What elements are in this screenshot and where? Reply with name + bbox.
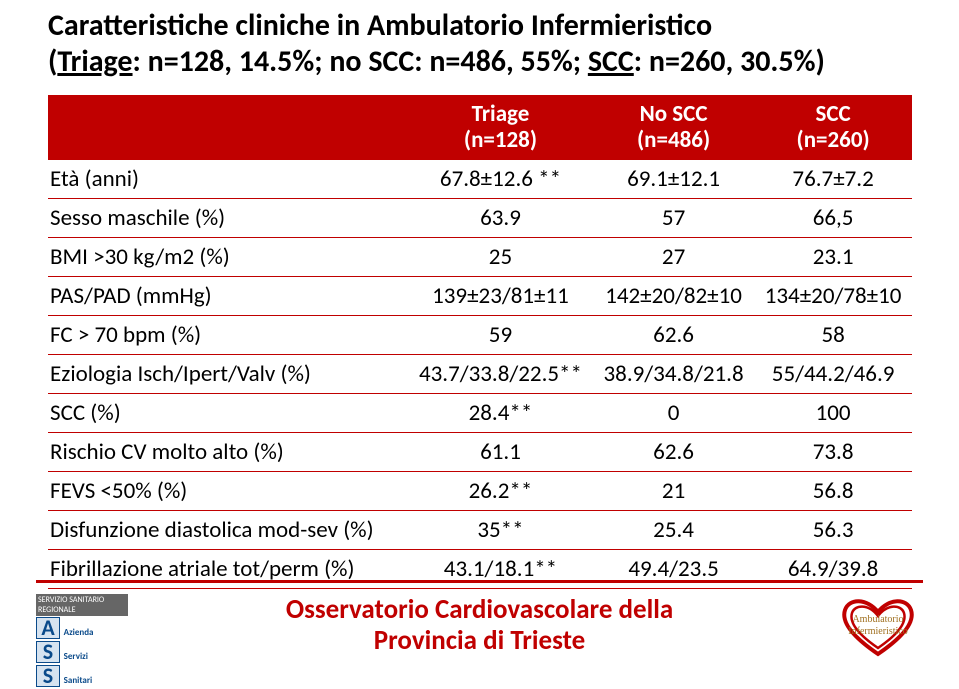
table-row: BMI >30 kg/m2 (%)252723.1 <box>48 237 912 276</box>
svg-text:Infermieristico: Infermieristico <box>848 626 907 637</box>
cell-value: 56.3 <box>754 510 912 549</box>
cell-value: 142±20/82±10 <box>593 276 754 315</box>
cell-value: 28.4** <box>408 393 593 432</box>
row-label: PAS/PAD (mmHg) <box>48 276 408 315</box>
row-label: SCC (%) <box>48 393 408 432</box>
table-row: Rischio CV molto alto (%)61.162.673.8 <box>48 432 912 471</box>
cell-value: 62.6 <box>593 432 754 471</box>
cell-value: 21 <box>593 471 754 510</box>
cell-value: 56.8 <box>754 471 912 510</box>
header-col3: SCC (n=260) <box>754 95 912 160</box>
logo-left-bar: SERVIZIO SANITARIO REGIONALE <box>36 594 128 616</box>
cell-value: 59 <box>408 315 593 354</box>
cell-value: 25 <box>408 237 593 276</box>
footer-title: Osservatorio Cardiovascolare della Provi… <box>160 594 799 656</box>
footer: SERVIZIO SANITARIO REGIONALE A Azienda S… <box>0 586 959 676</box>
cell-value: 100 <box>754 393 912 432</box>
cell-value: 139±23/81±11 <box>408 276 593 315</box>
title-line2: (Triage: n=128, 14.5%; no SCC: n=486, 55… <box>48 43 825 80</box>
heart-icon: Ambulatorio Infermieristico <box>833 592 923 664</box>
cell-value: 134±20/78±10 <box>754 276 912 315</box>
svg-text:Ambulatorio: Ambulatorio <box>852 614 903 625</box>
table-row: Età (anni)67.8±12.6 **69.1±12.176.7±7.2 <box>48 160 912 199</box>
cell-value: 62.6 <box>593 315 754 354</box>
row-label: Rischio CV molto alto (%) <box>48 432 408 471</box>
logo-left: SERVIZIO SANITARIO REGIONALE A Azienda S… <box>36 594 128 666</box>
cell-value: 63.9 <box>408 198 593 237</box>
title-line1: Caratteristiche cliniche in Ambulatorio … <box>48 7 712 44</box>
table-row: FEVS <50% (%)26.2**2156.8 <box>48 471 912 510</box>
cell-value: 35** <box>408 510 593 549</box>
table-row: PAS/PAD (mmHg)139±23/81±11142±20/82±1013… <box>48 276 912 315</box>
table-header-row: Triage (n=128) No SCC (n=486) SCC (n=260… <box>48 95 912 160</box>
table-row: FC > 70 bpm (%)5962.658 <box>48 315 912 354</box>
table-row: Sesso maschile (%)63.95766,5 <box>48 198 912 237</box>
header-blank <box>48 95 408 160</box>
row-label: BMI >30 kg/m2 (%) <box>48 237 408 276</box>
cell-value: 57 <box>593 198 754 237</box>
cell-value: 58 <box>754 315 912 354</box>
cell-value: 27 <box>593 237 754 276</box>
row-label: Sesso maschile (%) <box>48 198 408 237</box>
header-col2: No SCC (n=486) <box>593 95 754 160</box>
row-label: Eziologia Isch/Ipert/Valv (%) <box>48 354 408 393</box>
cell-value: 38.9/34.8/21.8 <box>593 354 754 393</box>
cell-value: 25.4 <box>593 510 754 549</box>
header-col1: Triage (n=128) <box>408 95 593 160</box>
cell-value: 67.8±12.6 ** <box>408 160 593 199</box>
table-row: Eziologia Isch/Ipert/Valv (%)43.7/33.8/2… <box>48 354 912 393</box>
cell-value: 26.2** <box>408 471 593 510</box>
table-row: Disfunzione diastolica mod-sev (%)35**25… <box>48 510 912 549</box>
underline-scc: SCC <box>588 43 634 80</box>
row-label: Età (anni) <box>48 160 408 199</box>
footer-divider <box>36 580 923 583</box>
data-table-wrap: Triage (n=128) No SCC (n=486) SCC (n=260… <box>48 95 912 589</box>
cell-value: 43.7/33.8/22.5** <box>408 354 593 393</box>
underline-triage: Triage <box>57 43 132 80</box>
row-label: FEVS <50% (%) <box>48 471 408 510</box>
cell-value: 23.1 <box>754 237 912 276</box>
slide-title: Caratteristiche cliniche in Ambulatorio … <box>48 8 825 80</box>
logo-right: Ambulatorio Infermieristico <box>833 592 923 664</box>
cell-value: 66,5 <box>754 198 912 237</box>
cell-value: 55/44.2/46.9 <box>754 354 912 393</box>
row-label: Disfunzione diastolica mod-sev (%) <box>48 510 408 549</box>
cell-value: 73.8 <box>754 432 912 471</box>
cell-value: 69.1±12.1 <box>593 160 754 199</box>
data-table: Triage (n=128) No SCC (n=486) SCC (n=260… <box>48 95 912 589</box>
cell-value: 76.7±7.2 <box>754 160 912 199</box>
row-label: FC > 70 bpm (%) <box>48 315 408 354</box>
cell-value: 0 <box>593 393 754 432</box>
cell-value: 61.1 <box>408 432 593 471</box>
table-row: SCC (%)28.4**0100 <box>48 393 912 432</box>
